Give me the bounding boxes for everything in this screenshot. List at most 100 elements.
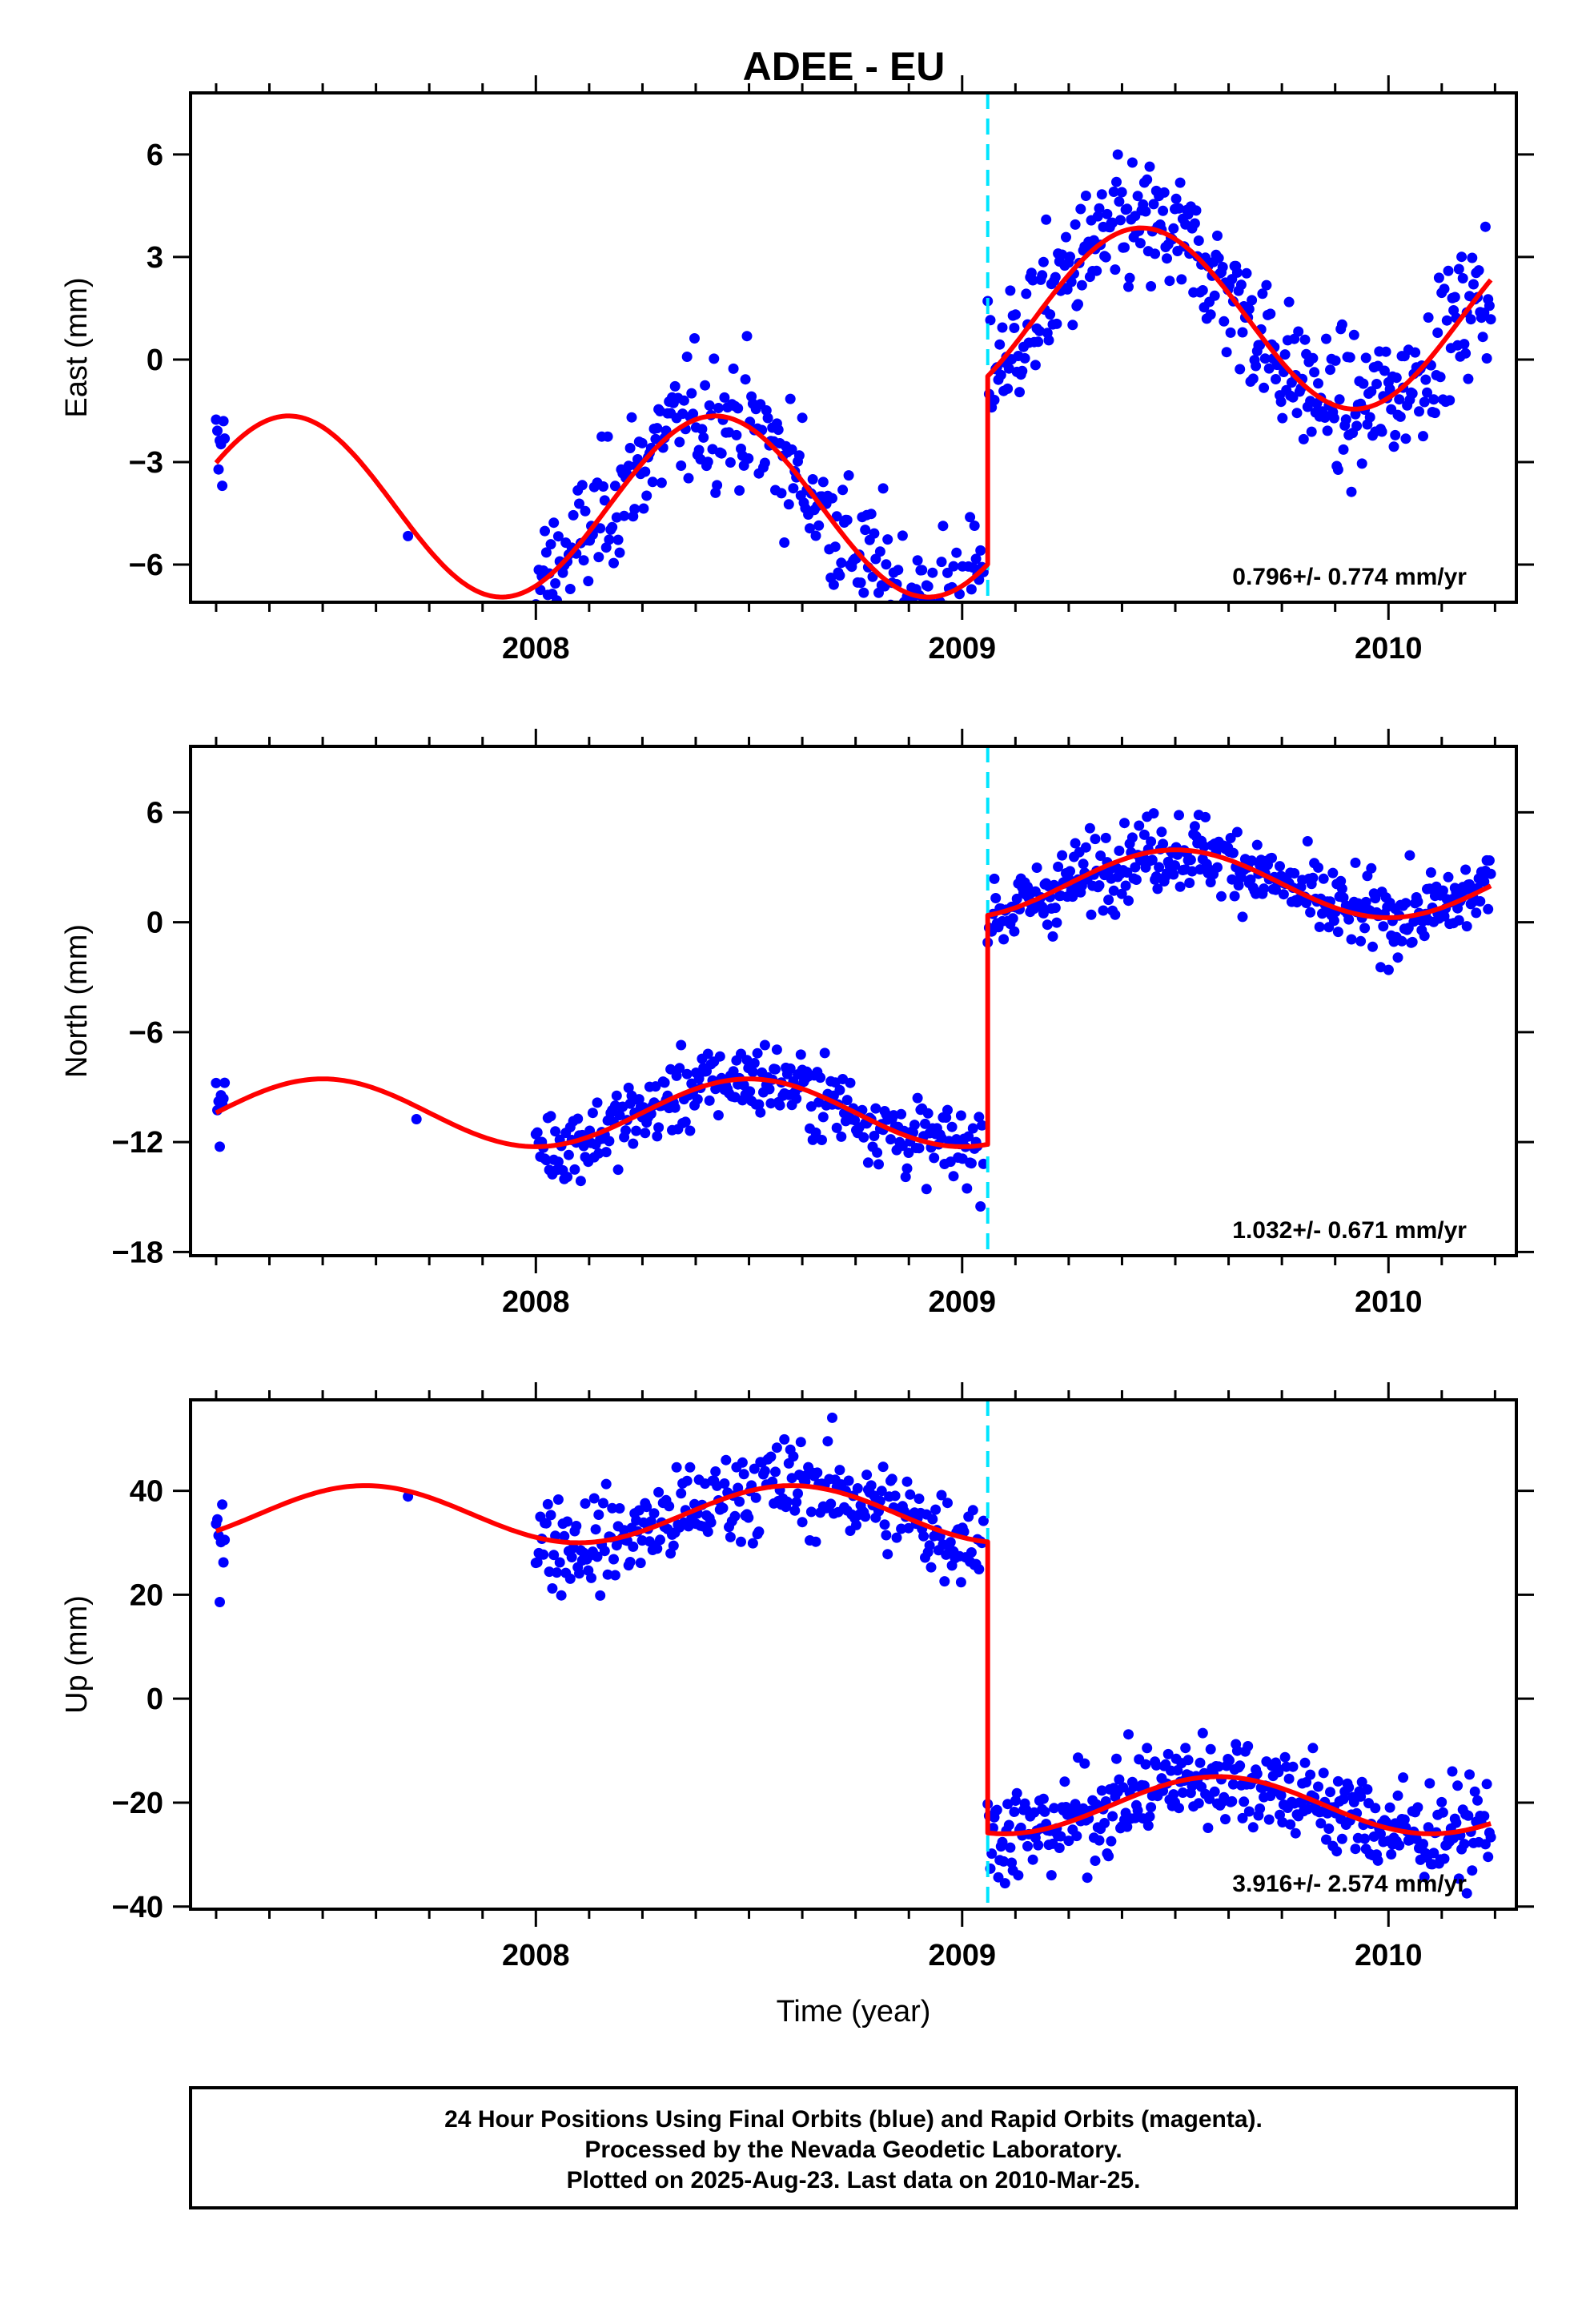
data-point bbox=[1065, 251, 1075, 263]
data-point bbox=[805, 1506, 817, 1518]
data-point bbox=[607, 1502, 618, 1514]
data-point bbox=[1407, 936, 1418, 947]
data-point bbox=[600, 1478, 612, 1490]
data-point bbox=[1247, 1822, 1259, 1833]
data-point bbox=[704, 1095, 715, 1106]
data-point bbox=[827, 1412, 837, 1423]
data-point bbox=[1328, 915, 1339, 927]
data-point bbox=[948, 561, 959, 572]
data-point bbox=[1213, 252, 1224, 263]
data-point bbox=[858, 587, 869, 598]
data-point bbox=[779, 537, 790, 548]
caption-frame bbox=[189, 2086, 1518, 2209]
data-point bbox=[1344, 352, 1355, 363]
data-point bbox=[1090, 834, 1101, 845]
data-point bbox=[1370, 893, 1381, 904]
data-point bbox=[962, 1183, 973, 1194]
data-point bbox=[1132, 1805, 1143, 1816]
data-point bbox=[936, 557, 947, 568]
data-point bbox=[741, 331, 753, 342]
data-point bbox=[734, 485, 745, 496]
data-point bbox=[1277, 1817, 1288, 1827]
data-point bbox=[855, 577, 866, 589]
data-point bbox=[545, 1510, 556, 1521]
data-point bbox=[717, 1502, 729, 1514]
data-point bbox=[1313, 862, 1323, 873]
data-point bbox=[1217, 262, 1228, 272]
data-point bbox=[620, 1125, 631, 1136]
data-point bbox=[1394, 394, 1405, 405]
data-point bbox=[812, 1467, 823, 1478]
data-point bbox=[1193, 1798, 1204, 1809]
data-point bbox=[1079, 1758, 1090, 1769]
data-point bbox=[1419, 1872, 1430, 1883]
data-point bbox=[1404, 850, 1415, 861]
data-point bbox=[1142, 1820, 1154, 1831]
data-point bbox=[628, 1541, 639, 1552]
y-tick-label: −18 bbox=[112, 1236, 163, 1269]
data-point bbox=[1174, 1803, 1184, 1814]
data-point bbox=[1092, 211, 1103, 222]
data-point bbox=[917, 565, 928, 576]
data-point bbox=[1295, 1797, 1307, 1808]
data-point bbox=[575, 1176, 586, 1187]
data-point bbox=[1298, 433, 1309, 444]
data-point bbox=[995, 369, 1006, 380]
data-point bbox=[688, 408, 699, 420]
data-point bbox=[1243, 1806, 1255, 1817]
data-point bbox=[1111, 176, 1122, 187]
data-point bbox=[652, 423, 663, 434]
data-point bbox=[564, 1573, 576, 1584]
data-point bbox=[843, 1475, 854, 1486]
data-point bbox=[568, 509, 579, 521]
data-point bbox=[805, 523, 815, 534]
data-point bbox=[1307, 352, 1319, 364]
data-point bbox=[538, 1549, 549, 1560]
data-point bbox=[624, 1557, 636, 1567]
y-tick-label: 6 bbox=[147, 139, 163, 172]
data-point bbox=[1051, 318, 1062, 329]
data-point bbox=[604, 534, 615, 545]
data-point bbox=[1321, 333, 1331, 344]
y-tick-label: −6 bbox=[129, 549, 163, 582]
data-point bbox=[1251, 360, 1262, 372]
data-point bbox=[1428, 1848, 1439, 1859]
data-point bbox=[1305, 907, 1316, 918]
data-point bbox=[738, 1469, 749, 1480]
data-point bbox=[1142, 174, 1153, 185]
data-point bbox=[762, 412, 773, 424]
data-point bbox=[1481, 1779, 1492, 1790]
data-point bbox=[595, 523, 606, 534]
data-point bbox=[1095, 850, 1106, 861]
data-point bbox=[1213, 1761, 1224, 1772]
data-point bbox=[1227, 1779, 1239, 1790]
data-point bbox=[1038, 256, 1049, 267]
data-point bbox=[1307, 1743, 1319, 1754]
data-point bbox=[1460, 864, 1472, 875]
data-point bbox=[540, 547, 552, 558]
data-point bbox=[740, 374, 751, 385]
data-point bbox=[629, 504, 640, 515]
data-point bbox=[1123, 1729, 1134, 1740]
y-tick-label: −20 bbox=[112, 1787, 163, 1820]
data-point bbox=[676, 460, 687, 471]
data-point bbox=[1321, 1834, 1331, 1845]
data-point bbox=[1390, 429, 1401, 440]
data-point bbox=[1453, 263, 1464, 275]
data-point bbox=[755, 1107, 766, 1118]
data-point bbox=[1237, 1812, 1248, 1823]
data-point bbox=[1003, 363, 1014, 374]
data-point bbox=[1471, 907, 1482, 919]
data-point bbox=[759, 1466, 770, 1477]
data-point bbox=[608, 1554, 619, 1565]
data-point bbox=[750, 1492, 761, 1503]
data-point bbox=[1186, 866, 1198, 877]
data-point bbox=[1191, 205, 1202, 216]
data-point bbox=[834, 570, 845, 581]
data-point bbox=[817, 1112, 829, 1123]
data-point bbox=[1182, 1755, 1194, 1766]
data-point bbox=[1241, 267, 1252, 279]
data-point bbox=[951, 547, 962, 558]
y-tick-label: 0 bbox=[147, 1683, 163, 1716]
data-point bbox=[1457, 273, 1468, 283]
